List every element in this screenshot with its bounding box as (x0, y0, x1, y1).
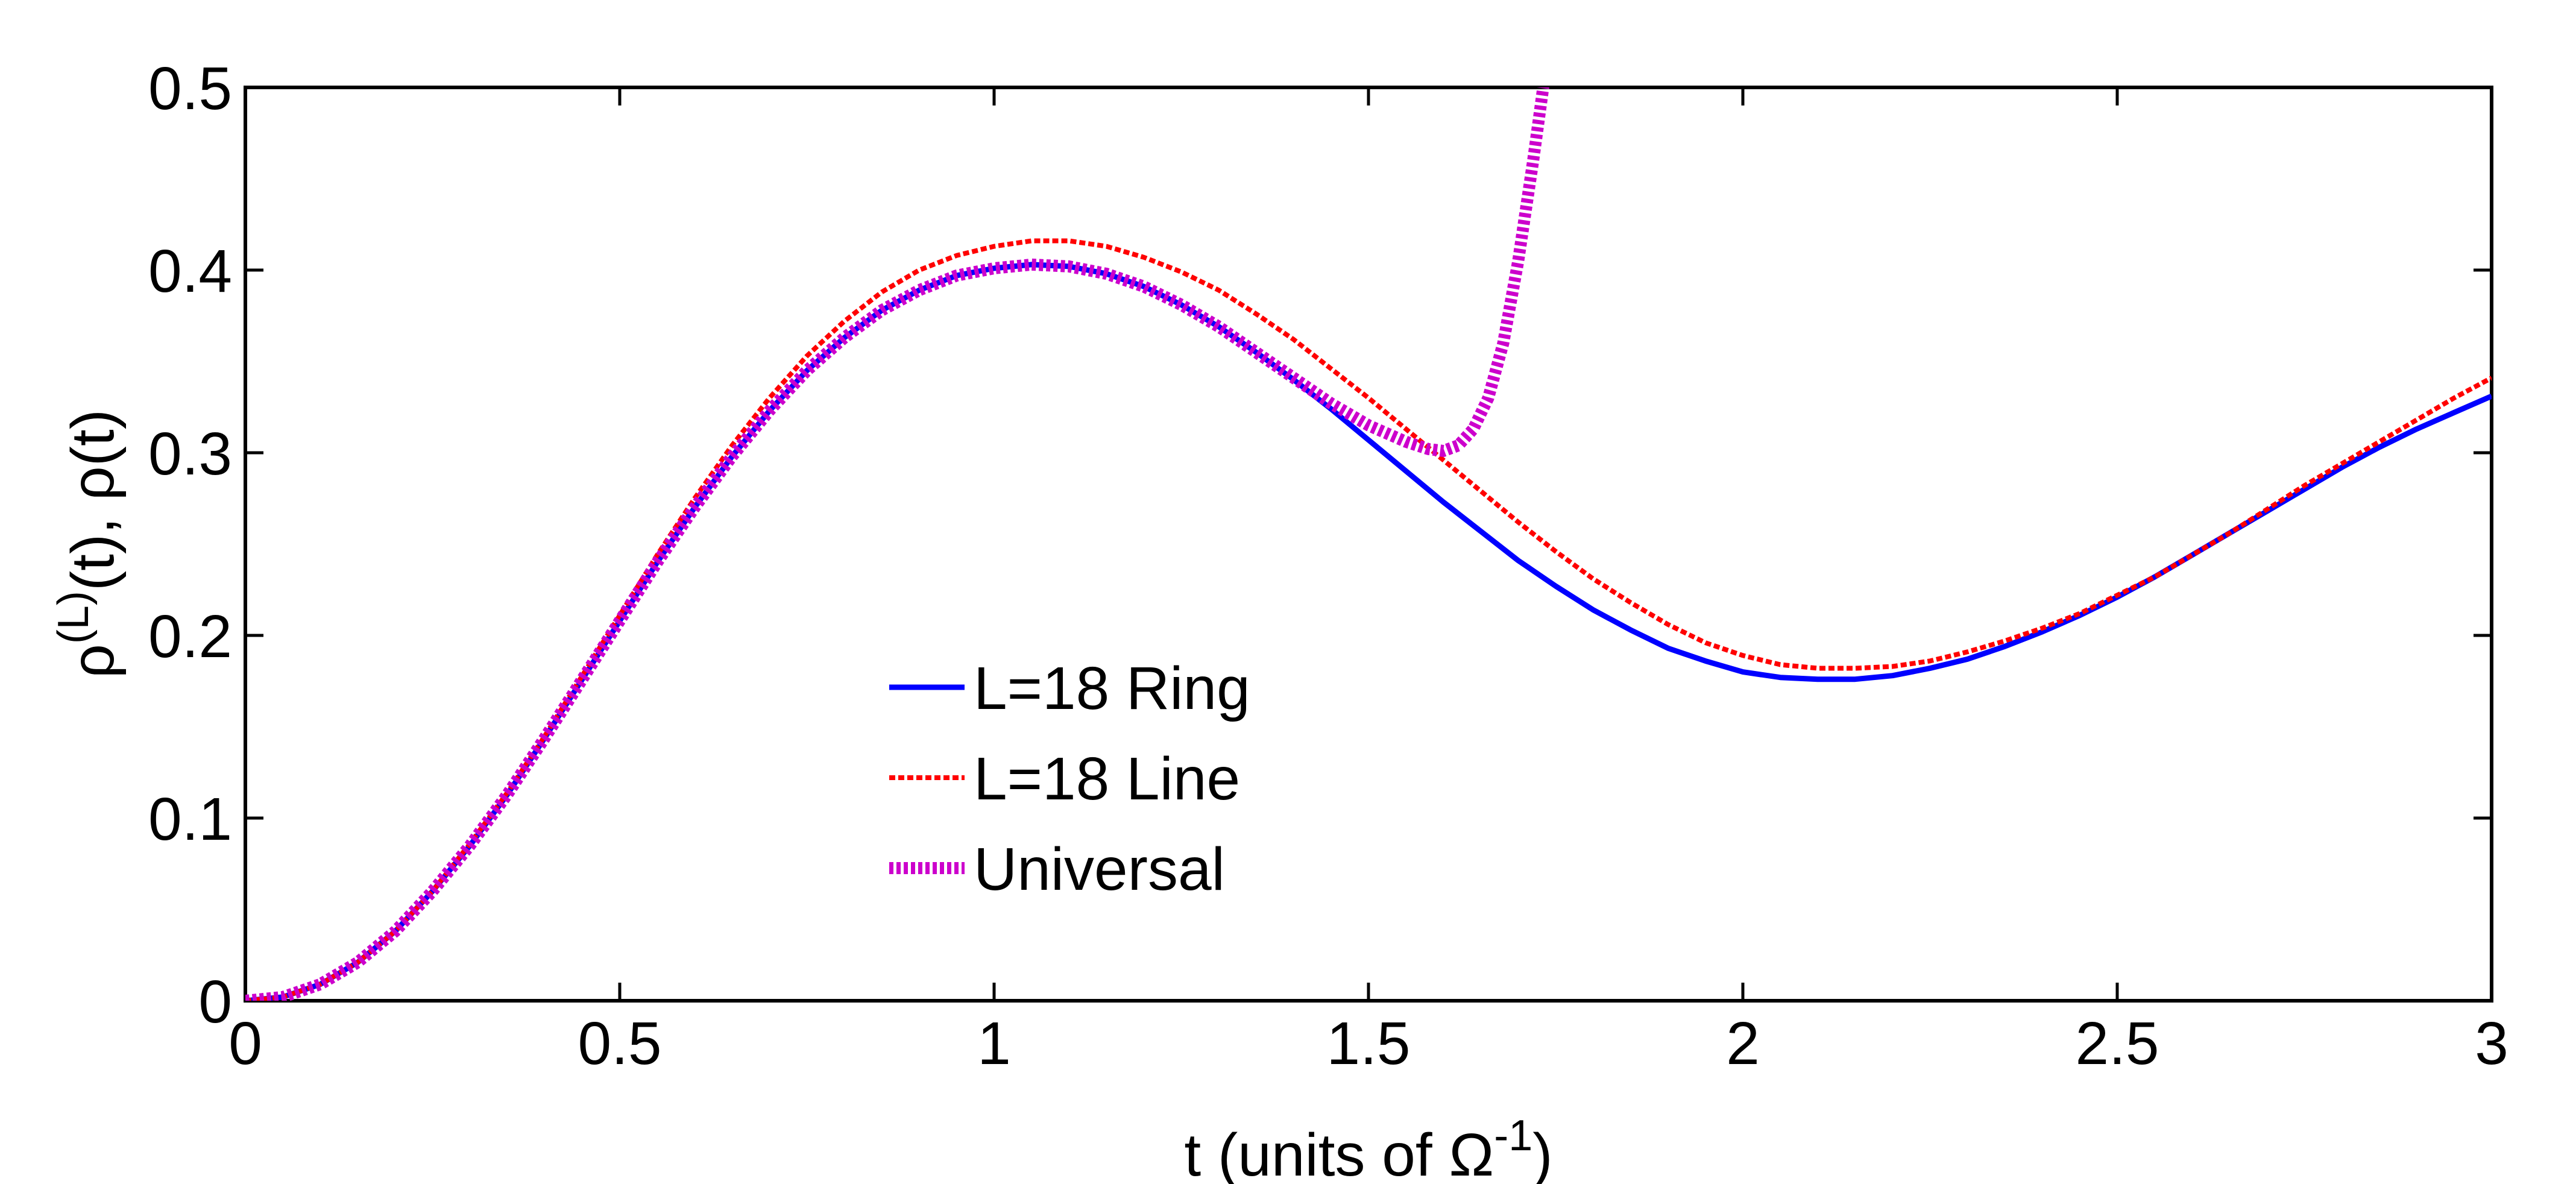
legend: L=18 Ring L=18 Line Universal (889, 655, 1250, 903)
y-axis-title: ρ(L)(t), ρ(t) (49, 409, 127, 678)
series-layer (245, 87, 2492, 1001)
x-tick-label: 2 (1726, 1010, 1760, 1077)
legend-label: L=18 Ring (974, 655, 1250, 722)
y-axis-title-superscript: (L) (49, 591, 98, 644)
x-axis-title: t (units of Ω-1) (1184, 1112, 1552, 1184)
x-axis-title-superscript: -1 (1494, 1112, 1532, 1160)
x-axis-title-tail: ) (1532, 1121, 1552, 1184)
y-tick-label: 0.4 (148, 238, 232, 305)
series-line-l-18-line (245, 238, 2492, 1001)
legend-label: L=18 Line (974, 745, 1240, 813)
x-tick-label: 3 (2475, 1010, 2508, 1077)
x-axis-title-base: t (units of Ω (1184, 1121, 1494, 1184)
y-axis-title-tail: (t), ρ(t) (59, 409, 127, 591)
y-tick-label: 0.3 (148, 420, 232, 488)
y-tick-label: 0 (198, 968, 232, 1036)
y-tick-label: 0.1 (148, 786, 232, 853)
legend-label: Universal (974, 836, 1225, 903)
x-tick-label: 1.5 (1326, 1010, 1410, 1077)
series-line-universal (245, 87, 1549, 1001)
x-tick-label: 0 (228, 1010, 262, 1077)
y-axis-title-rho: ρ (59, 644, 127, 678)
y-tick-label: 0.2 (148, 603, 232, 670)
x-tick-label: 2.5 (2075, 1010, 2159, 1077)
x-tick-label: 1 (977, 1010, 1011, 1077)
x-tick-label: 0.5 (578, 1010, 661, 1077)
plot-area-frame (244, 86, 2493, 1003)
y-axis: 0 0.1 0.2 0.3 0.4 0.5 (148, 55, 2492, 1036)
x-axis: 0 0.5 1 1.5 2 2.5 3 (228, 87, 2508, 1077)
y-tick-label: 0.5 (148, 55, 232, 122)
